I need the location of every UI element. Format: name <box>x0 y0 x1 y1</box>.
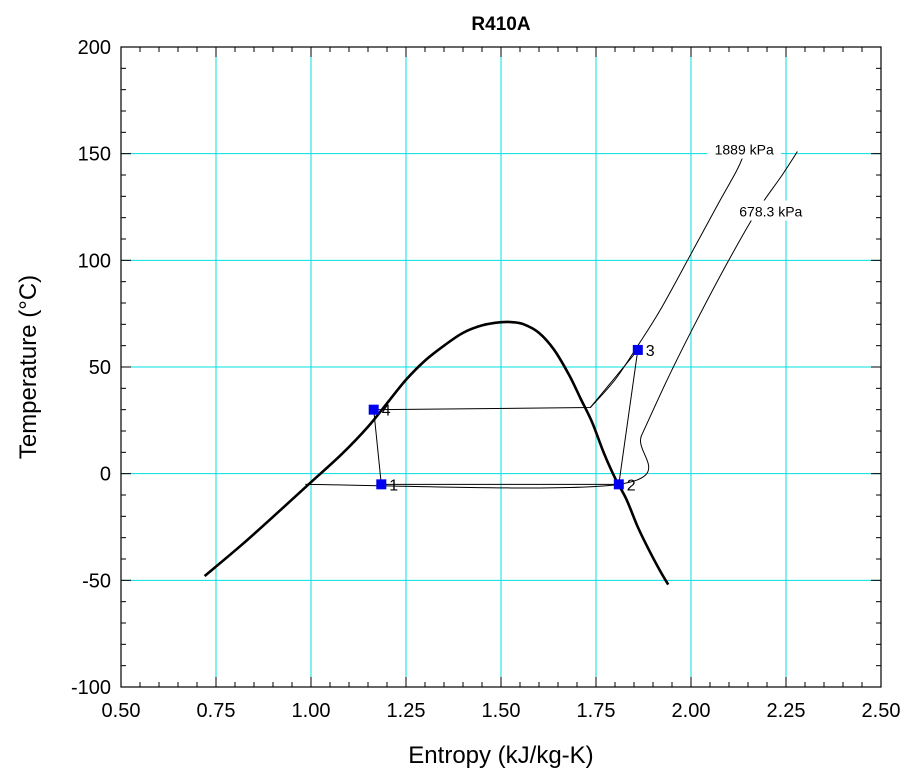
isobar-label-text: 678.3 kPa <box>739 204 802 220</box>
y-tick-label: 0 <box>100 464 111 486</box>
state-points: 1 2 3 4 <box>368 343 655 494</box>
state-point-marker <box>613 479 624 490</box>
state-point-marker <box>368 404 379 415</box>
isobar-label: 1889 kPa <box>707 138 781 159</box>
saturation-dome-line <box>203 320 670 586</box>
cycle-line <box>373 349 639 485</box>
x-tick-label: 2.50 <box>862 700 901 722</box>
isobar-label-bg <box>707 138 781 159</box>
axis-ticks: 0.50 0.75 1.00 1.25 1.50 1.75 2.00 2.25 2.50 -100… <box>71 37 901 722</box>
x-tick-label: 1.00 <box>292 700 331 722</box>
state-point-label: 4 <box>382 403 391 420</box>
grid <box>121 47 881 687</box>
y-tick-label: 50 <box>89 357 111 379</box>
chart-title: R410A <box>471 14 530 35</box>
y-axis-label: Temperature (°C) <box>15 275 42 459</box>
y-tick-label: 200 <box>78 37 111 59</box>
isobar-label: 678.3 kPa <box>729 200 812 221</box>
curves <box>203 151 798 586</box>
x-tick-label: 0.75 <box>197 700 236 722</box>
isobar-label-bg <box>729 200 812 221</box>
state-point-label: 2 <box>627 477 636 494</box>
x-tick-label: 2.00 <box>672 700 711 722</box>
x-tick-label: 1.75 <box>577 700 616 722</box>
x-axis-label: Entropy (kJ/kg-K) <box>408 742 593 769</box>
x-tick-label: 1.50 <box>482 700 521 722</box>
y-tick-label: -100 <box>71 677 111 699</box>
y-tick-label: 150 <box>78 144 111 166</box>
state-point-marker <box>632 344 643 355</box>
isobar-labels: 1889 kPa 678.3 kPa <box>707 138 812 221</box>
isobar-label-text: 1889 kPa <box>715 142 774 158</box>
state-point-marker <box>376 479 387 490</box>
isobar-line <box>305 151 798 489</box>
isobar-line <box>589 153 745 408</box>
y-tick-label: 100 <box>78 250 111 272</box>
x-tick-label: 1.25 <box>387 700 426 722</box>
state-point-label: 3 <box>646 343 655 360</box>
y-tick-label: -50 <box>82 570 111 592</box>
state-point-label: 1 <box>389 477 398 494</box>
x-tick-label: 0.50 <box>102 700 141 722</box>
x-tick-label: 2.25 <box>767 700 806 722</box>
